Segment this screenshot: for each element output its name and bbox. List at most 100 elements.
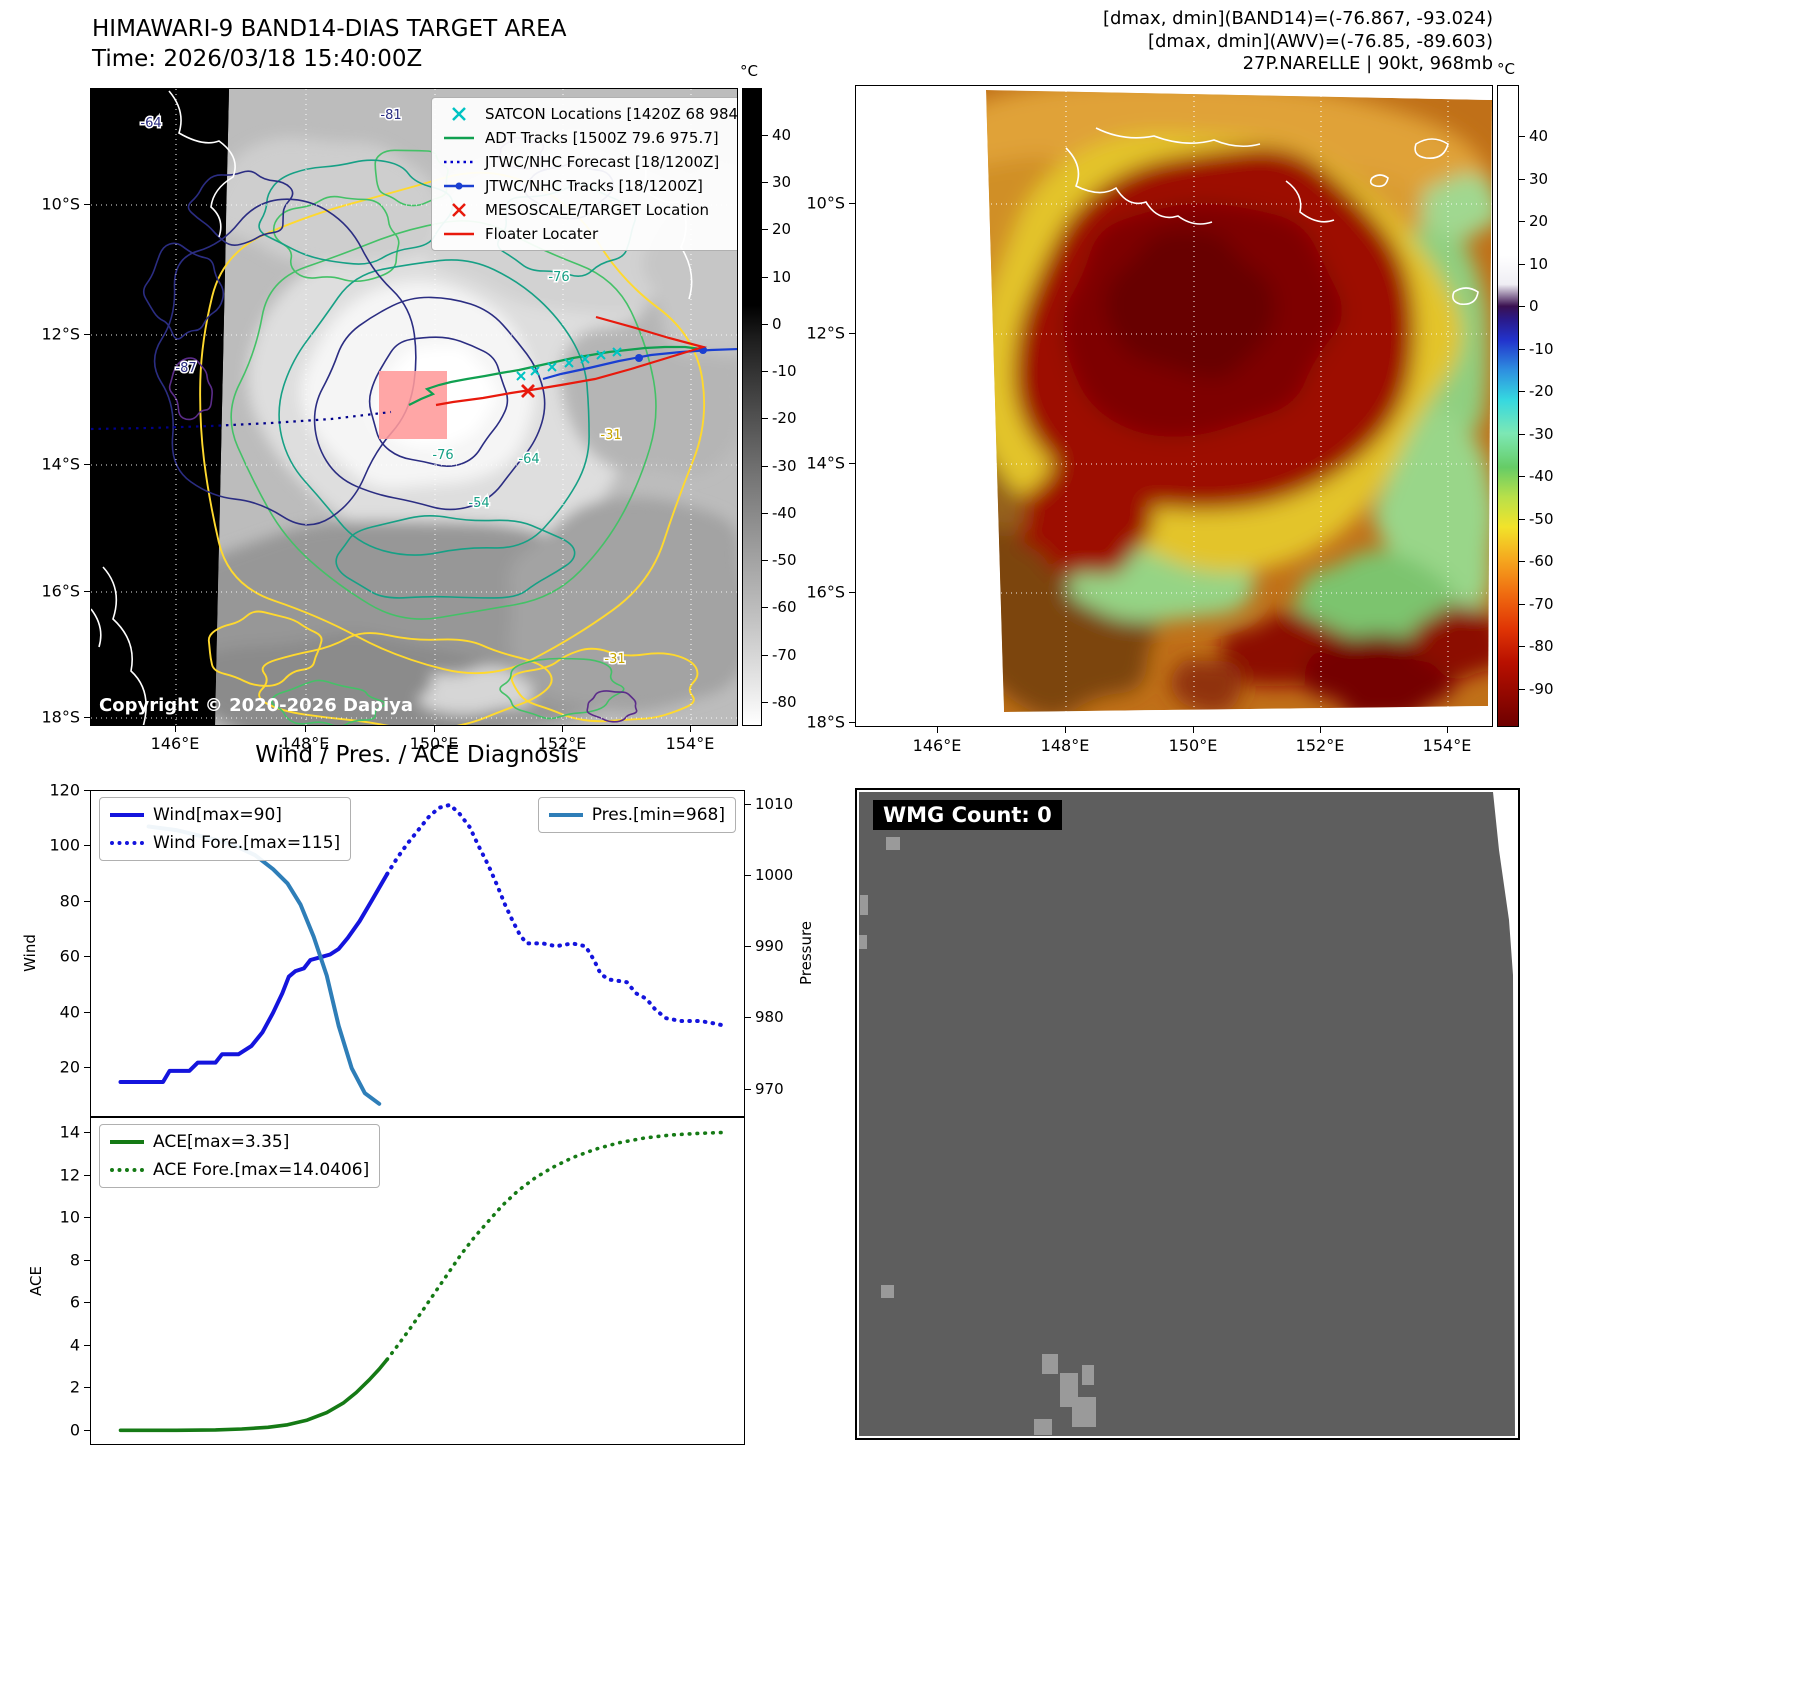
tick-mark xyxy=(84,1011,90,1013)
legend-item-track: JTWC/NHC Tracks [18/1200Z] xyxy=(442,177,737,195)
wind-tick: 80 xyxy=(59,891,80,911)
tick-mark xyxy=(434,726,435,732)
band14-colorbar-unit: °C xyxy=(740,62,758,80)
contour-labels: -64 -81 -87 -76 -76 -64 -54 -31 -31 xyxy=(139,107,627,669)
lat-tick: 18°S xyxy=(41,707,80,727)
jtwc-forecast-line xyxy=(91,410,392,431)
lat-tick: 10°S xyxy=(41,194,80,214)
series-line xyxy=(146,824,382,1106)
colorbar-tick: 10 xyxy=(772,268,792,286)
colorbar-tick: -60 xyxy=(1529,552,1554,570)
ace-tick: 8 xyxy=(69,1250,80,1270)
tick-mark xyxy=(84,1429,90,1431)
ir-blob xyxy=(1412,604,1492,680)
satcon-x-marker xyxy=(564,358,574,368)
contour-line xyxy=(153,198,417,526)
tick-mark xyxy=(84,204,90,205)
tick-mark xyxy=(84,1344,90,1346)
storm-name-intensity: 27P.NARELLE | 90kt, 968mb xyxy=(1242,53,1493,74)
tick-mark xyxy=(762,371,768,372)
contour-line xyxy=(368,336,509,467)
adt-track-line xyxy=(408,345,702,406)
colorbar-tick: 10 xyxy=(1529,255,1549,273)
contour-label: -64 xyxy=(140,116,161,131)
tick-mark xyxy=(762,655,768,656)
ir-cloud-field xyxy=(986,90,1492,712)
tick-mark xyxy=(1065,727,1066,733)
band14-title: HIMAWARI-9 BAND14-DIAS TARGET AREA xyxy=(92,16,567,42)
colorbar-tick: 30 xyxy=(772,173,792,191)
cloud-blob xyxy=(418,665,534,715)
latlon-grid xyxy=(856,86,1492,726)
coastline-path xyxy=(1285,180,1335,223)
wmg-noise-patch xyxy=(886,837,900,850)
target-area-box xyxy=(379,371,447,439)
lon-tick: 152°E xyxy=(1295,736,1345,755)
contour-label: -31 xyxy=(600,428,621,443)
blue-dotted-line-icon xyxy=(444,160,474,164)
tick-mark xyxy=(762,560,768,561)
series-line xyxy=(385,802,730,1029)
ace-axis-label: ACE xyxy=(27,1266,45,1296)
tick-mark xyxy=(84,591,90,592)
colorbar-tick: -40 xyxy=(772,504,797,522)
tick-mark xyxy=(562,726,563,732)
colorbar-tick: -70 xyxy=(772,646,797,664)
colorbar-tick: -80 xyxy=(772,693,797,711)
legend-label: Wind Fore.[max=115] xyxy=(153,833,341,853)
lat-tick: 16°S xyxy=(41,581,80,601)
tick-mark xyxy=(1519,349,1525,350)
colorbar-tick: -80 xyxy=(1529,637,1554,655)
lon-tick: 148°E xyxy=(1040,736,1090,755)
tick-mark xyxy=(84,1174,90,1176)
tick-mark xyxy=(1519,179,1525,180)
pressure-legend: Pres.[min=968] xyxy=(537,797,736,833)
contour-line xyxy=(313,296,546,511)
jtwc-track-point xyxy=(635,354,643,362)
lon-tick: 154°E xyxy=(1422,736,1472,755)
tick-mark xyxy=(1519,689,1525,690)
mesoscale-target-marker xyxy=(521,384,535,398)
series-line xyxy=(118,872,390,1084)
tick-mark xyxy=(84,956,90,958)
wmg-noise-patch xyxy=(1072,1397,1096,1427)
ir-blob xyxy=(1169,659,1242,712)
lat-tick: 14°S xyxy=(41,454,80,474)
contour-label: -81 xyxy=(380,108,401,123)
colorbar-tick: -90 xyxy=(1529,680,1554,698)
colorbar-tick: -50 xyxy=(1529,510,1554,528)
colorbar-tick: 30 xyxy=(1529,170,1549,188)
legend-item-wind-forecast: Wind Fore.[max=115] xyxy=(110,833,340,853)
colorbar-tick: -40 xyxy=(1529,467,1554,485)
wind-tick: 120 xyxy=(49,780,80,800)
steelblue-line-icon xyxy=(548,813,583,817)
tick-mark xyxy=(1519,434,1525,435)
tick-mark xyxy=(849,333,855,334)
tick-mark xyxy=(849,203,855,204)
legend-item-pressure: Pres.[min=968] xyxy=(548,805,725,825)
coastline-path xyxy=(1095,127,1261,148)
contour-line xyxy=(258,159,454,265)
wmg-noise-patch xyxy=(881,1285,894,1298)
legend-item-satcon: SATCON Locations [1420Z 68 984] xyxy=(442,105,737,123)
ace-tick: 4 xyxy=(69,1335,80,1355)
wmg-noise-patch xyxy=(1034,1419,1052,1435)
tick-mark xyxy=(762,702,768,703)
tick-mark xyxy=(762,418,768,419)
tick-mark xyxy=(1519,604,1525,605)
awv-colorbar-unit: °C xyxy=(1497,60,1515,78)
tick-mark xyxy=(1519,561,1525,562)
wind-tick: 100 xyxy=(49,835,80,855)
wind-tick: 40 xyxy=(59,1002,80,1022)
cyan-x-icon xyxy=(452,107,466,121)
blue-dotted-line-icon xyxy=(110,841,144,845)
lat-tick: 12°S xyxy=(806,323,845,343)
wind-axis-label: Wind xyxy=(21,934,39,972)
contour-label: -76 xyxy=(548,270,569,285)
lon-tick: 146°E xyxy=(912,736,962,755)
contour-label: -54 xyxy=(468,496,489,511)
legend-label: Wind[max=90] xyxy=(153,805,282,825)
contour-line xyxy=(499,657,625,720)
wmg-count-label: WMG Count: 0 xyxy=(873,800,1062,830)
legend-label: Pres.[min=968] xyxy=(591,805,725,825)
